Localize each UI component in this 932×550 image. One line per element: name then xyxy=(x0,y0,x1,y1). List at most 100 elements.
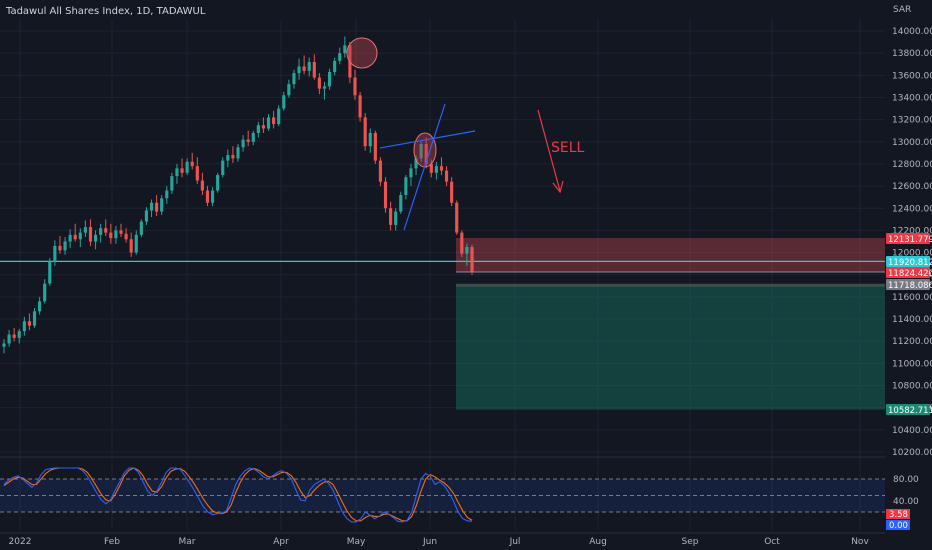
candle-body xyxy=(460,232,464,254)
candle xyxy=(297,58,301,80)
candle-body xyxy=(17,331,21,338)
price-tick-label: 13000.000 xyxy=(892,138,932,148)
candle-body xyxy=(119,230,123,234)
candle-body xyxy=(292,73,296,85)
candle xyxy=(2,338,6,354)
candle xyxy=(236,144,240,162)
candle-body xyxy=(99,228,103,235)
candle xyxy=(185,158,189,176)
candle xyxy=(470,244,474,275)
candle xyxy=(251,130,255,146)
price-tick-label: 11600.000 xyxy=(892,293,932,303)
candle xyxy=(312,54,316,80)
candle xyxy=(307,57,311,77)
candle-body xyxy=(139,221,143,235)
candle-body xyxy=(210,190,215,203)
candle-body xyxy=(333,60,337,72)
candle-body xyxy=(93,234,98,242)
date-tick-label: Sep xyxy=(682,537,699,547)
date-tick-label: Mar xyxy=(179,537,196,547)
candle-body xyxy=(43,283,47,302)
candle-body xyxy=(48,261,52,284)
candle-body xyxy=(231,155,235,159)
candle-body xyxy=(358,95,362,118)
candle xyxy=(53,240,57,266)
price-badge-label: 10582.711 xyxy=(888,406,932,416)
candle-body xyxy=(221,160,225,176)
price-tick-label: 13600.000 xyxy=(892,71,932,81)
candle-body xyxy=(73,234,77,240)
candle-body xyxy=(190,161,194,167)
candle xyxy=(414,155,418,176)
candle xyxy=(104,219,108,236)
candle xyxy=(378,157,383,187)
candle-body xyxy=(287,84,291,96)
candle xyxy=(317,73,321,95)
drawings xyxy=(346,37,564,231)
candles xyxy=(2,36,474,354)
price-tick-label: 10800.000 xyxy=(892,382,932,392)
stoch-d-badge: 0.00 xyxy=(886,520,910,531)
candle-body xyxy=(282,95,286,109)
price-axis: 14000.000 13800.000 13600.000 13400.000 1320… xyxy=(886,27,932,531)
candle xyxy=(256,121,260,138)
price-tick-label: 13400.000 xyxy=(892,93,932,103)
price-badge-bg xyxy=(886,267,930,278)
candle-body xyxy=(429,163,433,173)
stoch-d-value: 0.00 xyxy=(889,521,908,531)
candle-body xyxy=(58,245,62,251)
position-zones xyxy=(0,237,885,410)
candle xyxy=(277,105,281,127)
price-tick-label: 12400.000 xyxy=(892,204,932,214)
candle xyxy=(460,230,464,258)
candle-body xyxy=(246,139,250,142)
candle xyxy=(144,207,149,225)
candle xyxy=(22,316,26,336)
candle-body xyxy=(200,180,204,191)
candle-body xyxy=(307,62,311,71)
candle-body xyxy=(22,321,26,332)
candle xyxy=(455,200,459,235)
peak-circle-1 xyxy=(346,37,378,69)
candle xyxy=(139,219,143,238)
price-tick-label: 13800.000 xyxy=(892,49,932,59)
candle xyxy=(190,152,194,170)
candle xyxy=(43,279,47,304)
price-tick-label: 10200.000 xyxy=(892,448,932,458)
candle-body xyxy=(394,211,398,225)
candle xyxy=(266,114,271,131)
candle xyxy=(231,146,235,163)
candle xyxy=(160,194,164,215)
candle-body xyxy=(266,117,271,129)
price-tick-label: 12000.000 xyxy=(892,249,932,259)
candle xyxy=(419,141,423,162)
candle-body xyxy=(2,343,6,347)
entry-gap-zone xyxy=(456,283,885,287)
candle-body xyxy=(63,241,67,251)
candle-body xyxy=(256,125,260,133)
candle-body xyxy=(78,232,82,240)
candle-body xyxy=(83,227,87,233)
candle xyxy=(322,81,327,100)
candle xyxy=(333,57,337,76)
candle xyxy=(353,69,357,100)
candle-body xyxy=(424,144,428,164)
candle xyxy=(48,258,52,286)
candle xyxy=(373,130,377,164)
candle-body xyxy=(205,190,210,203)
candle-body xyxy=(144,210,149,222)
candle xyxy=(399,191,403,214)
price-tick-label: 11000.000 xyxy=(892,359,932,369)
candle-body xyxy=(185,161,189,173)
candle xyxy=(73,223,77,242)
price-tick-label: 11400.000 xyxy=(892,315,932,325)
candle-body xyxy=(455,202,459,233)
candle xyxy=(292,69,296,89)
candle-body xyxy=(297,66,301,74)
candle-body xyxy=(134,234,138,253)
candle-body xyxy=(170,176,174,191)
candle xyxy=(287,79,291,98)
sell-arrow-head xyxy=(552,180,564,194)
candle xyxy=(180,158,184,178)
